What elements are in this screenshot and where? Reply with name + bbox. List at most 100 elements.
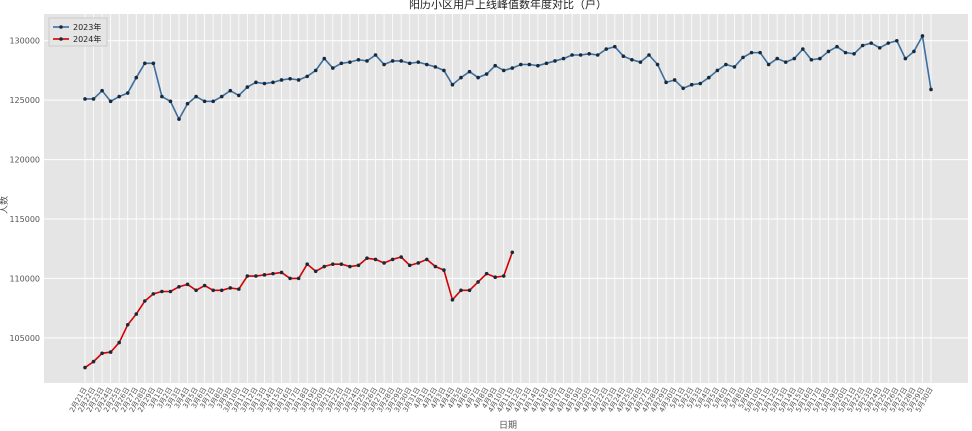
data-point <box>425 62 429 67</box>
data-point <box>749 50 754 55</box>
data-point <box>587 52 591 56</box>
data-point <box>108 99 113 104</box>
data-point <box>493 275 497 280</box>
data-point <box>160 94 164 99</box>
data-point <box>83 97 87 101</box>
data-point <box>407 61 412 66</box>
data-point <box>399 59 403 63</box>
data-point <box>305 74 309 79</box>
data-point <box>237 287 241 291</box>
data-point <box>143 61 147 66</box>
y-tick-label: 120000 <box>9 156 40 165</box>
legend-label: 2023年 <box>73 22 101 32</box>
data-point <box>501 274 506 278</box>
data-point <box>296 78 301 82</box>
data-point <box>561 56 566 61</box>
data-point <box>108 350 113 354</box>
data-point <box>313 68 318 73</box>
data-point <box>134 312 139 316</box>
data-point <box>228 286 233 290</box>
y-tick-label: 105000 <box>9 334 40 343</box>
data-point <box>365 59 369 63</box>
legend-label: 2024年 <box>73 34 101 44</box>
data-point <box>689 82 694 87</box>
data-point <box>707 75 711 80</box>
data-point <box>407 263 412 268</box>
data-point <box>724 62 728 67</box>
data-point <box>365 256 369 261</box>
data-point <box>288 276 292 281</box>
data-point <box>219 94 224 99</box>
data-point <box>125 91 130 95</box>
data-point <box>809 57 814 62</box>
data-point <box>450 82 455 87</box>
data-point <box>390 257 395 262</box>
legend-marker <box>59 25 63 29</box>
data-point <box>442 268 446 272</box>
chart-title: 阳历小区用户上线峰值数年度对比（户） <box>409 0 607 11</box>
y-tick-label: 125000 <box>9 96 40 105</box>
data-point <box>91 359 96 364</box>
data-point <box>117 340 121 345</box>
data-point <box>647 53 651 57</box>
data-point <box>382 62 386 67</box>
data-point <box>279 78 284 82</box>
data-point <box>681 86 685 91</box>
data-point <box>698 81 703 86</box>
data-point <box>100 88 104 93</box>
data-point <box>313 269 318 274</box>
data-point <box>553 59 557 63</box>
data-point <box>339 262 344 266</box>
data-point <box>399 255 403 259</box>
data-point <box>912 49 916 54</box>
data-point <box>903 56 908 61</box>
data-point <box>151 292 156 296</box>
legend-box <box>48 17 108 47</box>
data-point <box>493 63 497 68</box>
data-point <box>519 62 523 67</box>
data-point <box>262 273 267 277</box>
x-axis-label: 日期 <box>499 420 517 431</box>
data-point <box>339 61 344 66</box>
data-point <box>356 263 361 268</box>
data-point <box>895 38 899 43</box>
data-point <box>818 56 822 61</box>
data-point <box>151 61 156 66</box>
data-point <box>459 288 463 293</box>
data-point <box>296 276 301 281</box>
data-point <box>467 69 472 74</box>
data-point <box>177 117 181 121</box>
data-point <box>219 288 224 293</box>
data-point <box>125 322 130 327</box>
data-point <box>416 60 421 64</box>
data-point <box>202 99 207 104</box>
data-point <box>134 75 139 80</box>
data-point <box>826 49 831 54</box>
data-point <box>570 53 574 57</box>
data-point <box>886 41 891 45</box>
data-point <box>305 262 309 266</box>
data-point <box>484 271 489 276</box>
data-point <box>168 99 173 104</box>
data-point <box>202 283 207 288</box>
data-point <box>852 52 856 56</box>
data-point <box>801 47 805 51</box>
data-point <box>613 44 617 49</box>
data-point <box>655 62 660 67</box>
data-point <box>450 298 455 302</box>
data-point <box>194 288 198 293</box>
data-point <box>331 262 335 266</box>
data-point <box>331 66 335 70</box>
y-axis-label: 人数 <box>0 196 10 214</box>
data-point <box>638 60 643 64</box>
data-point <box>484 72 489 76</box>
data-point <box>510 250 515 255</box>
data-point <box>211 288 215 293</box>
data-point <box>792 56 797 61</box>
data-point <box>194 94 198 99</box>
data-point <box>929 87 933 92</box>
data-point <box>544 61 549 66</box>
data-point <box>433 65 438 69</box>
data-point <box>177 284 181 289</box>
